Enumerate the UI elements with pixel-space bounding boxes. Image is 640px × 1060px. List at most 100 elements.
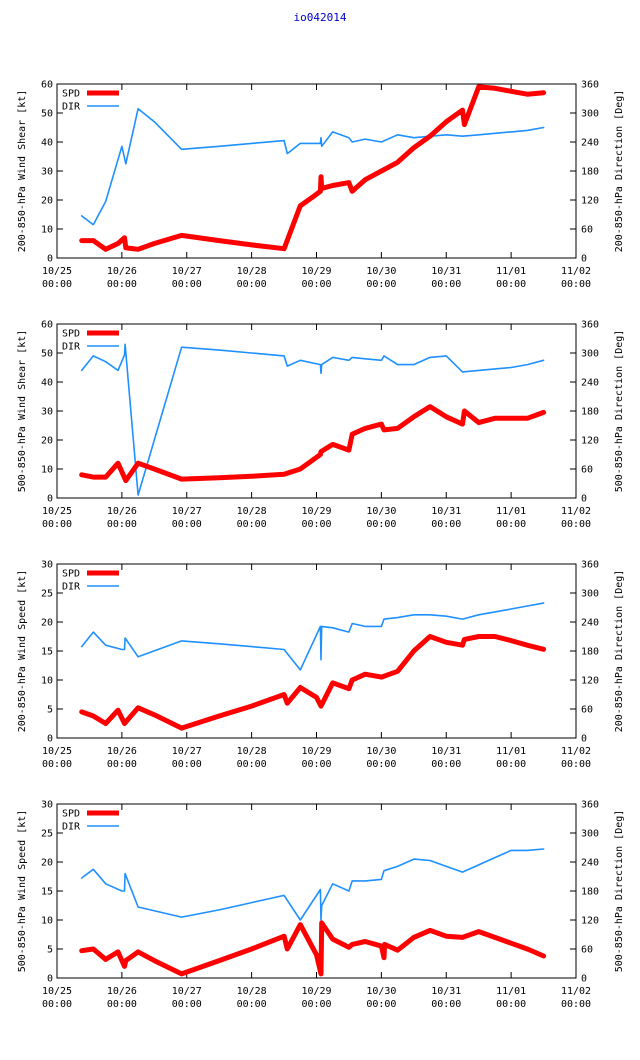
y-tick-label: 10	[41, 916, 53, 927]
x-tick-time: 00:00	[496, 519, 526, 530]
y2-tick-label: 300	[581, 109, 599, 120]
x-tick-date: 10/31	[431, 266, 461, 277]
y-tick-label: 15	[41, 647, 53, 658]
y-tick-label: 30	[41, 560, 53, 571]
x-tick-time: 00:00	[107, 279, 137, 290]
x-tick-date: 10/29	[301, 506, 331, 517]
legend-label: SPD	[62, 569, 80, 580]
page-title: io042014	[293, 11, 347, 24]
y-tick-label: 20	[41, 858, 53, 869]
x-tick-date: 10/25	[42, 986, 72, 997]
y-tick-label: 40	[41, 138, 53, 149]
y-tick-label: 50	[41, 109, 53, 120]
x-tick-date: 10/31	[431, 506, 461, 517]
y2-tick-label: 180	[581, 887, 599, 898]
y2-tick-label: 60	[581, 945, 593, 956]
x-tick-time: 00:00	[42, 999, 72, 1010]
y-tick-label: 10	[41, 676, 53, 687]
x-tick-date: 10/27	[172, 986, 202, 997]
x-tick-date: 10/28	[237, 266, 267, 277]
y2-tick-label: 360	[581, 320, 599, 331]
x-tick-date: 10/26	[107, 986, 137, 997]
x-tick-date: 10/30	[366, 506, 396, 517]
y2-tick-label: 360	[581, 560, 599, 571]
legend-label: DIR	[62, 822, 81, 833]
x-tick-date: 10/29	[301, 746, 331, 757]
x-tick-date: 11/01	[496, 506, 526, 517]
x-tick-date: 10/26	[107, 266, 137, 277]
x-tick-time: 00:00	[561, 999, 591, 1010]
x-tick-date: 10/28	[237, 746, 267, 757]
y-axis-label: 500-850-hPa Wind Shear [kt]	[17, 330, 28, 493]
x-tick-time: 00:00	[561, 519, 591, 530]
x-tick-date: 10/28	[237, 506, 267, 517]
x-tick-time: 00:00	[237, 519, 267, 530]
x-tick-time: 00:00	[42, 519, 72, 530]
dir-series-line	[80, 602, 545, 671]
spd-series-line	[79, 84, 547, 252]
y2-tick-label: 120	[581, 196, 599, 207]
x-tick-time: 00:00	[431, 999, 461, 1010]
x-tick-date: 11/01	[496, 746, 526, 757]
y-tick-label: 20	[41, 436, 53, 447]
x-tick-time: 00:00	[301, 999, 331, 1010]
x-tick-time: 00:00	[237, 279, 267, 290]
x-tick-date: 11/02	[561, 746, 591, 757]
y2-tick-label: 180	[581, 167, 599, 178]
y2-tick-label: 60	[581, 465, 593, 476]
y2-tick-label: 240	[581, 618, 599, 629]
x-tick-time: 00:00	[172, 759, 202, 770]
y-axis-label: 200-850-hPa Wind Shear [kt]	[17, 90, 28, 253]
spd-series-line	[79, 404, 547, 484]
x-tick-time: 00:00	[496, 999, 526, 1010]
x-tick-date: 10/31	[431, 986, 461, 997]
x-tick-date: 10/29	[301, 266, 331, 277]
x-tick-date: 10/27	[172, 266, 202, 277]
x-tick-time: 00:00	[301, 759, 331, 770]
y-tick-label: 30	[41, 800, 53, 811]
x-tick-date: 10/25	[42, 746, 72, 757]
y2-tick-label: 0	[581, 734, 587, 745]
x-tick-date: 10/25	[42, 266, 72, 277]
legend-label: DIR	[62, 342, 81, 353]
x-tick-date: 10/25	[42, 506, 72, 517]
y-tick-label: 30	[41, 167, 53, 178]
spd-series-line	[79, 920, 547, 977]
y2-tick-label: 0	[581, 254, 587, 265]
legend-label: DIR	[62, 582, 81, 593]
y-tick-label: 0	[47, 494, 53, 505]
x-tick-date: 11/02	[561, 506, 591, 517]
y-tick-label: 0	[47, 254, 53, 265]
y2-tick-label: 240	[581, 138, 599, 149]
x-tick-time: 00:00	[366, 759, 396, 770]
x-tick-date: 10/31	[431, 746, 461, 757]
y-tick-label: 10	[41, 465, 53, 476]
y2-tick-label: 60	[581, 225, 593, 236]
y2-tick-label: 120	[581, 916, 599, 927]
y-tick-label: 0	[47, 734, 53, 745]
y-tick-label: 30	[41, 407, 53, 418]
x-tick-time: 00:00	[496, 759, 526, 770]
y2-axis-label: 200-850-hPa Direction [Deg]	[614, 570, 625, 733]
x-tick-time: 00:00	[561, 279, 591, 290]
y2-axis-label: 500-850-hPa Direction [Deg]	[614, 330, 625, 493]
x-tick-time: 00:00	[431, 279, 461, 290]
x-tick-date: 10/30	[366, 986, 396, 997]
x-tick-time: 00:00	[301, 279, 331, 290]
y-tick-label: 40	[41, 378, 53, 389]
y2-tick-label: 0	[581, 494, 587, 505]
x-tick-time: 00:00	[107, 999, 137, 1010]
x-tick-date: 10/27	[172, 506, 202, 517]
x-tick-time: 00:00	[366, 519, 396, 530]
x-tick-time: 00:00	[561, 759, 591, 770]
x-tick-date: 10/29	[301, 986, 331, 997]
x-tick-date: 10/26	[107, 746, 137, 757]
plot-frame	[56, 83, 577, 259]
x-tick-time: 00:00	[42, 759, 72, 770]
y2-axis-label: 200-850-hPa Direction [Deg]	[614, 90, 625, 253]
x-tick-time: 00:00	[496, 279, 526, 290]
x-tick-date: 10/30	[366, 746, 396, 757]
y2-tick-label: 240	[581, 858, 599, 869]
x-tick-time: 00:00	[172, 999, 202, 1010]
y2-tick-label: 180	[581, 647, 599, 658]
